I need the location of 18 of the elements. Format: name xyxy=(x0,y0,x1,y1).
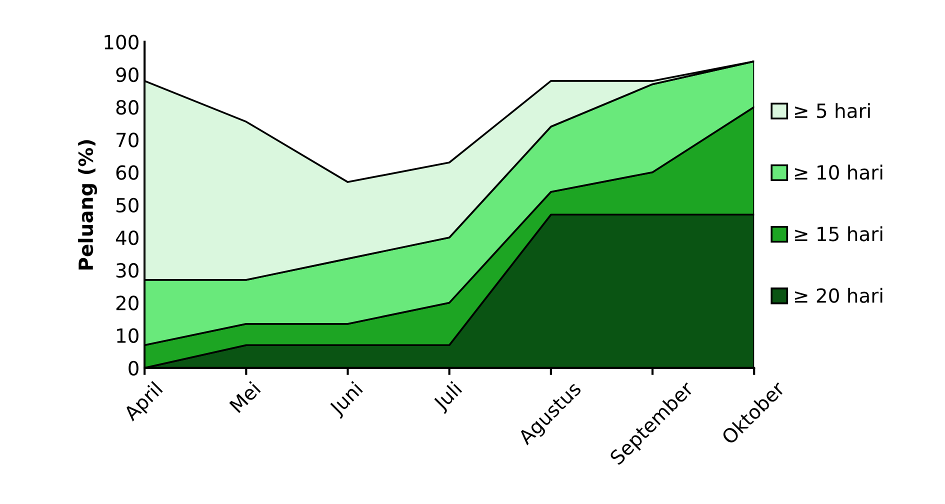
y-tick-label: 0 xyxy=(128,360,138,376)
y-tick-label: 50 xyxy=(116,198,138,213)
y-tick-label: 30 xyxy=(116,263,138,278)
x-tick-label: Mei xyxy=(228,381,261,414)
x-tick-label: Juli xyxy=(432,381,465,414)
y-tick-label: 60 xyxy=(116,165,138,180)
y-tick-label: 70 xyxy=(116,132,138,148)
y-axis-title: Peluang (%) xyxy=(78,140,98,270)
legend-label: ≥ 15 hari xyxy=(795,226,882,242)
legend-label: ≥ 10 hari xyxy=(795,164,882,180)
y-tick-label: 100 xyxy=(104,34,138,50)
y-tick-label: 20 xyxy=(116,296,138,310)
legend-label: ≥ 5 hari xyxy=(795,103,870,118)
y-tick-label: 80 xyxy=(116,100,138,115)
legend-label: ≥ 20 hari xyxy=(795,288,882,303)
y-tick-label: 40 xyxy=(116,230,138,246)
y-tick-label: 10 xyxy=(117,328,138,343)
y-tick-label: 90 xyxy=(116,67,138,82)
